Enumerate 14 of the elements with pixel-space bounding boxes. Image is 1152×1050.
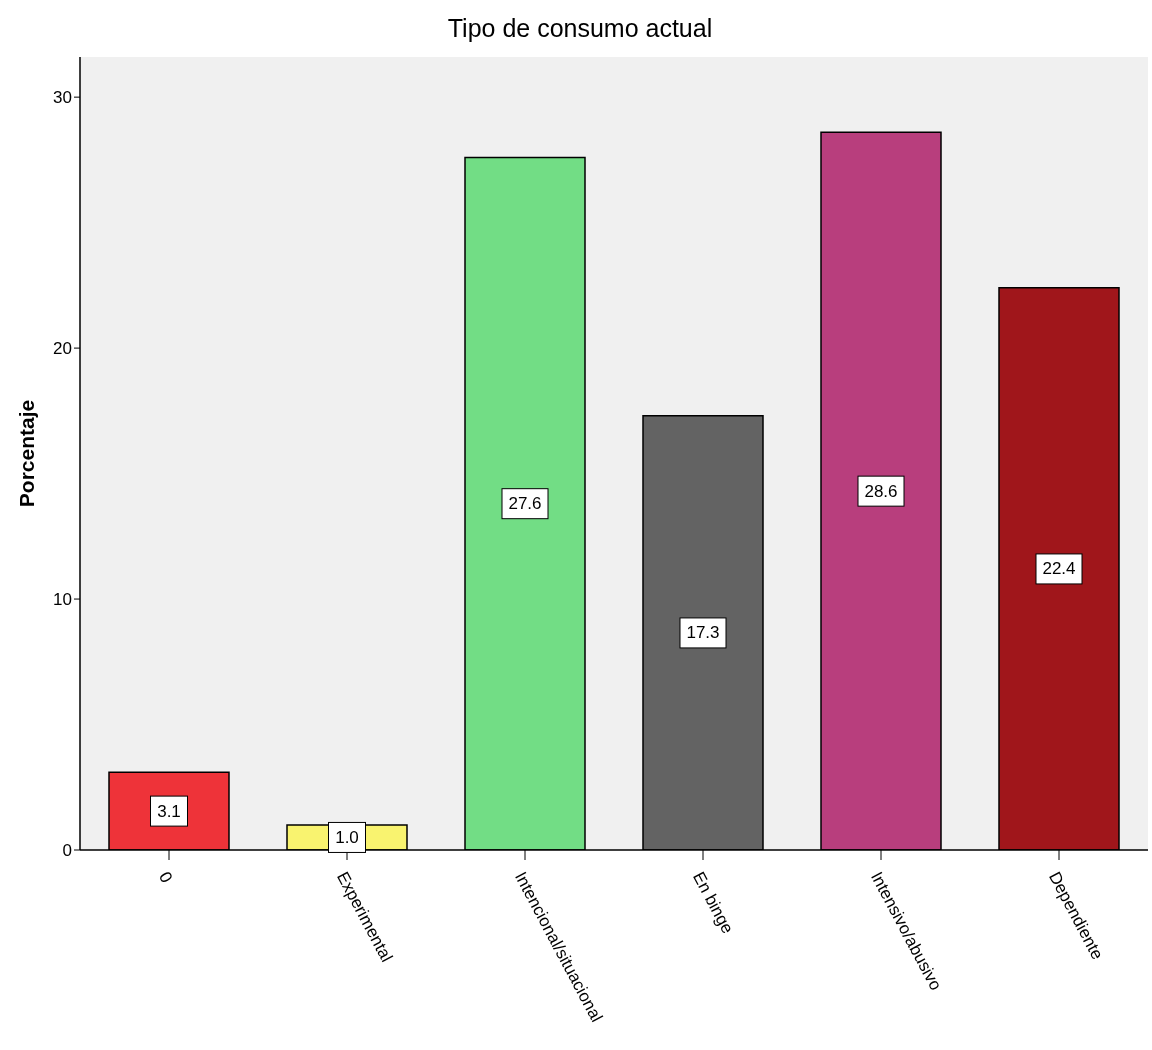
y-tick-label: 10 — [53, 590, 72, 610]
y-tick-label: 0 — [62, 841, 72, 861]
y-axis-title: Porcentaje — [15, 399, 39, 508]
data-label: 22.4 — [1042, 559, 1076, 579]
data-label: 27.6 — [508, 494, 542, 514]
data-label: 3.1 — [157, 801, 181, 821]
data-label: 28.6 — [864, 481, 898, 501]
data-label: 17.3 — [686, 623, 720, 643]
x-tick-label: En binge — [688, 868, 738, 937]
y-tick-label: 30 — [53, 88, 72, 108]
data-label: 1.0 — [335, 827, 359, 847]
y-tick-label: 20 — [53, 339, 72, 359]
x-tick-label: 0 — [154, 868, 177, 886]
chart-title: Tipo de consumo actual — [446, 14, 714, 43]
